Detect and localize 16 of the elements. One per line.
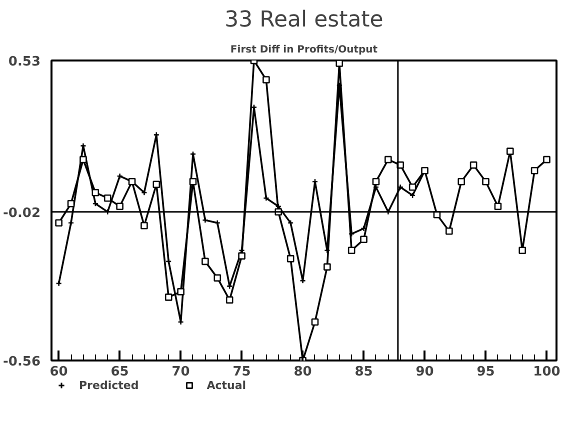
x-tick-label: 65 bbox=[110, 364, 129, 380]
legend-label: Actual bbox=[206, 378, 246, 392]
y-tick-label: -0.02 bbox=[3, 206, 41, 221]
x-tick-label: 85 bbox=[354, 364, 373, 380]
legend-label: Predicted bbox=[79, 378, 139, 392]
x-tick-label: 90 bbox=[416, 364, 434, 380]
x-tick-label: 70 bbox=[172, 364, 190, 380]
chart-subtitle: First Diff in Profits/Output bbox=[230, 44, 378, 56]
x-tick-label: 75 bbox=[232, 364, 251, 380]
x-tick-label: 100 bbox=[533, 364, 560, 380]
x-tick-label: 60 bbox=[50, 364, 68, 380]
chart-title: 33 Real estate bbox=[224, 8, 384, 32]
y-tick-label: 0.53 bbox=[8, 54, 41, 70]
x-tick-label: 80 bbox=[294, 364, 312, 380]
y-tick-label: -0.56 bbox=[3, 354, 41, 370]
x-tick-label: 95 bbox=[476, 364, 495, 380]
